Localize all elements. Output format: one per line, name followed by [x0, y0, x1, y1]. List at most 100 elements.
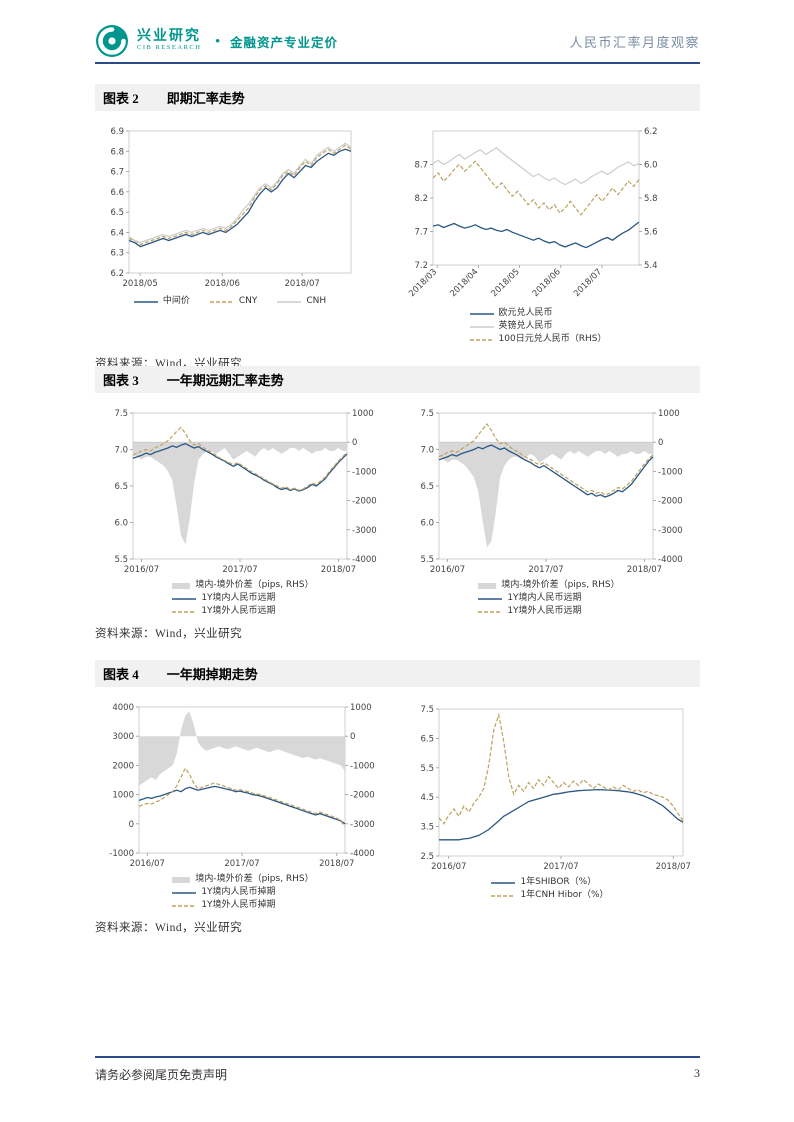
chart-cross-currency-rates: 8.7 8.2 7.7 7.2 6.2 6.0 5.8 5.6 5.4 2018/03 2018/0… [403, 123, 673, 345]
svg-text:2018/07: 2018/07 [319, 859, 354, 869]
svg-text:7.0: 7.0 [420, 446, 434, 456]
svg-text:6.0: 6.0 [420, 519, 434, 529]
svg-text:1000: 1000 [658, 409, 680, 419]
svg-text:0: 0 [129, 820, 134, 830]
legend-label: 欧元兑人民币 [498, 308, 553, 318]
figure-3-source: 资料来源：Wind，兴业研究 [95, 628, 243, 640]
legend-line-swatch [469, 312, 494, 315]
svg-text:-4000: -4000 [350, 849, 375, 859]
svg-text:6.5: 6.5 [420, 734, 434, 744]
svg-text:2018/07: 2018/07 [656, 862, 691, 872]
figure-2-title: 即期汇率走势 [166, 91, 245, 106]
svg-text:5.6: 5.6 [644, 228, 658, 238]
svg-text:3.5: 3.5 [420, 823, 434, 833]
legend-label: 境内-境外价差（pips, RHS） [195, 580, 314, 590]
chart-spot-rates: 6.9 6.8 6.7 6.6 6.5 6.4 6.3 6.2 2018/05 2018/06 20… [99, 123, 361, 307]
footer-disclaimer: 请务必参阅尾页免责声明 [95, 1068, 228, 1082]
legend-line-swatch [469, 338, 494, 341]
svg-text:0: 0 [350, 732, 355, 742]
report-title: 人民币汇率月度观察 [569, 34, 700, 50]
svg-text:2016/07: 2016/07 [124, 565, 159, 575]
svg-text:2017/07: 2017/07 [543, 862, 578, 872]
svg-text:5.5: 5.5 [114, 555, 128, 565]
svg-text:1000: 1000 [350, 703, 372, 713]
legend-label: 1Y境外人民币掉期 [201, 900, 276, 910]
legend-item: 1年SHIBOR（%） [491, 877, 596, 888]
legend-line-swatch [172, 891, 197, 894]
legend-item: 欧元兑人民币 [469, 308, 553, 319]
svg-text:0: 0 [658, 438, 663, 448]
legend-label: 1Y境外人民币远期 [201, 606, 276, 616]
svg-text:8.2: 8.2 [414, 194, 428, 204]
legend-line-swatch [491, 894, 516, 897]
legend-item: 中间价 [133, 296, 190, 307]
footer-rule [95, 1056, 700, 1058]
chart-legend: 1年SHIBOR（%） 1年CNH Hibor（%） [491, 877, 609, 901]
legend-item: 1Y境内人民币掉期 [172, 887, 276, 898]
legend-item: 英镑兑人民币 [469, 321, 553, 332]
legend-line-swatch [172, 610, 197, 613]
svg-text:5.5: 5.5 [420, 555, 434, 565]
svg-text:-1000: -1000 [352, 467, 377, 477]
chart-legend: 欧元兑人民币英镑兑人民币 100日元兑人民币（RHS） [469, 308, 607, 345]
legend-label: 1Y境内人民币远期 [201, 593, 276, 603]
svg-text:-3000: -3000 [658, 526, 683, 536]
svg-text:6.5: 6.5 [420, 482, 434, 492]
svg-text:2016/07: 2016/07 [130, 859, 165, 869]
brand-name-block: 兴业研究 CIB RESEARCH [137, 30, 201, 52]
svg-text:7.7: 7.7 [414, 228, 428, 238]
svg-text:6.6: 6.6 [110, 188, 124, 198]
legend-label: 100日元兑人民币（RHS） [498, 334, 607, 344]
figure-3-title: 一年期远期汇率走势 [166, 373, 284, 388]
svg-text:7.0: 7.0 [114, 446, 128, 456]
svg-text:4000: 4000 [112, 703, 134, 713]
svg-text:3000: 3000 [112, 732, 134, 742]
cib-logo-icon [95, 24, 129, 58]
svg-text:2018/07: 2018/07 [627, 565, 662, 575]
svg-text:0: 0 [352, 438, 357, 448]
svg-text:2018/07: 2018/07 [285, 279, 320, 289]
figure-4-title: 一年期掉期走势 [166, 667, 258, 682]
svg-text:6.4: 6.4 [110, 228, 124, 238]
legend-item: 境内-境外价差（pips, RHS） [172, 580, 314, 591]
chart-forward-rates-left: 7.5 7.0 6.5 6.0 5.5 1000 0 -1000 -2000 -3000 -4000… [99, 405, 387, 617]
svg-text:2.5: 2.5 [420, 852, 434, 862]
svg-text:6.5: 6.5 [110, 208, 124, 218]
legend-item: 1年CNH Hibor（%） [491, 890, 609, 901]
legend-item: 1Y境内人民币远期 [478, 593, 582, 604]
figure-3-title-bar: 图表 3 一年期远期汇率走势 [95, 366, 700, 393]
legend-line-swatch [172, 904, 197, 907]
legend-label: 1Y境内人民币远期 [507, 593, 582, 603]
brand-tagline: 金融资产专业定价 [229, 35, 338, 50]
figure-2: 图表 2 即期汇率走势 6.9 6.8 6.7 6.6 6.5 6.4 6.3 6.2 2018… [95, 84, 700, 371]
legend-line-swatch [469, 325, 494, 328]
legend-label: 1Y境外人民币远期 [507, 606, 582, 616]
figure-4-charts: 4000 3000 2000 1000 0 -1000 1000 0 -1000 -2000 -30… [95, 699, 700, 911]
svg-text:2018/05: 2018/05 [122, 279, 157, 289]
legend-area-swatch [478, 582, 497, 589]
legend-item: 1Y境外人民币远期 [172, 606, 276, 617]
chart-interbank-rates: 7.5 6.5 5.5 4.5 3.5 2.5 2016/07 2017/07 2018/07 1… [405, 699, 695, 901]
svg-text:6.2: 6.2 [644, 127, 658, 137]
svg-text:4.5: 4.5 [420, 793, 434, 803]
legend-item: 境内-境外价差（pips, RHS） [478, 580, 620, 591]
legend-line-swatch [478, 610, 503, 613]
svg-text:6.2: 6.2 [110, 269, 124, 279]
svg-text:1000: 1000 [352, 409, 374, 419]
svg-text:6.0: 6.0 [644, 161, 658, 171]
brand-separator: • [215, 33, 220, 48]
svg-text:-2000: -2000 [658, 497, 683, 507]
legend-area-swatch [172, 582, 191, 589]
svg-text:6.8: 6.8 [110, 147, 124, 157]
figure-4-label: 图表 4 [103, 667, 139, 682]
svg-text:8.7: 8.7 [414, 161, 428, 171]
figure-3-label: 图表 3 [103, 373, 139, 388]
svg-text:7.5: 7.5 [420, 705, 434, 715]
svg-text:-1000: -1000 [109, 849, 134, 859]
svg-text:2018/04: 2018/04 [448, 267, 480, 299]
figure-2-title-bar: 图表 2 即期汇率走势 [95, 84, 700, 111]
brand-name: 兴业研究 [137, 29, 201, 45]
svg-text:2018/07: 2018/07 [321, 565, 356, 575]
svg-text:1000: 1000 [112, 791, 134, 801]
legend-line-swatch [209, 300, 234, 303]
